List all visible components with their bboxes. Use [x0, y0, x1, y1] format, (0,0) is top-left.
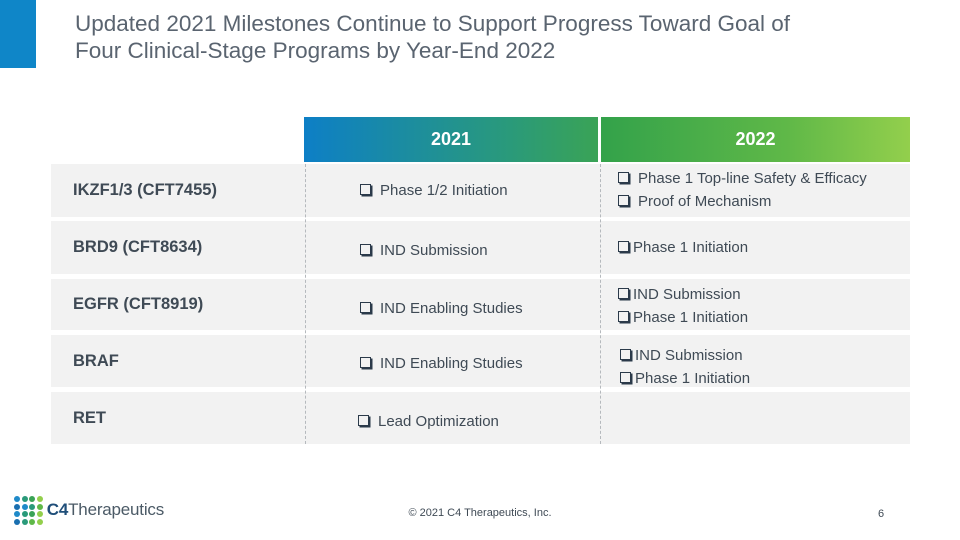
- checkbox-icon: [618, 195, 629, 206]
- milestone-label: IND Submission: [380, 242, 488, 259]
- milestone-label: IND Enabling Studies: [380, 300, 523, 317]
- logo-wordmark: C4Therapeutics: [46, 500, 164, 520]
- milestone-label: IND Submission: [635, 347, 743, 364]
- page-title: Updated 2021 Milestones Continue to Supp…: [75, 10, 935, 64]
- page-title-line-2: Four Clinical-Stage Programs by Year-End…: [75, 38, 556, 63]
- column-header-2021: 2021: [304, 117, 598, 162]
- checkbox-icon: [618, 241, 629, 252]
- milestone-2021: Lead Optimization: [358, 413, 499, 430]
- checkbox-icon: [358, 415, 369, 426]
- table-row: RET: [51, 392, 910, 444]
- milestone-2022: IND Submission: [620, 347, 743, 364]
- milestone-label: Phase 1 Initiation: [633, 309, 749, 326]
- milestone-2022: Phase 1 Top-line Safety & Efficacy: [618, 170, 867, 187]
- column-divider: [600, 164, 601, 444]
- milestone-label: IND Submission: [633, 286, 741, 303]
- checkbox-icon: [618, 172, 629, 183]
- column-divider: [305, 164, 306, 444]
- company-logo: C4Therapeutics: [14, 496, 164, 525]
- page-title-line-1: Updated 2021 Milestones Continue to Supp…: [75, 11, 791, 36]
- table-row: IKZF1/3 (CFT7455): [51, 164, 910, 217]
- milestone-label: Phase 1 Initiation: [633, 239, 749, 256]
- checkbox-icon: [618, 311, 629, 322]
- checkbox-icon: [360, 357, 371, 368]
- milestone-label: IND Enabling Studies: [380, 355, 523, 372]
- checkbox-icon: [360, 302, 371, 313]
- milestone-2021: IND Enabling Studies: [360, 300, 523, 317]
- milestone-label: Phase 1 Top-line Safety & Efficacy: [638, 170, 867, 187]
- milestone-2022: Phase 1 Initiation: [620, 370, 750, 387]
- table-row: BRAF: [51, 335, 910, 387]
- checkbox-icon: [360, 244, 371, 255]
- milestone-2022: Proof of Mechanism: [618, 193, 771, 210]
- milestone-label: Proof of Mechanism: [638, 193, 772, 210]
- program-name: RET: [73, 408, 106, 427]
- title-accent-bar: [0, 0, 36, 68]
- milestone-2022: Phase 1 Initiation: [618, 239, 748, 256]
- milestone-2021: IND Enabling Studies: [360, 355, 523, 372]
- checkbox-icon: [620, 372, 631, 383]
- page-number: 6: [878, 508, 885, 520]
- checkbox-icon: [620, 349, 631, 360]
- milestone-2021: Phase 1/2 Initiation: [360, 182, 508, 199]
- checkbox-icon: [618, 288, 629, 299]
- program-name: IKZF1/3 (CFT7455): [73, 181, 217, 199]
- table-row: EGFR (CFT8919): [51, 279, 910, 330]
- milestone-2021: IND Submission: [360, 242, 488, 259]
- program-name: BRD9 (CFT8634): [73, 238, 203, 256]
- program-name: EGFR (CFT8919): [73, 295, 204, 313]
- logo-dots-icon: [14, 496, 43, 525]
- column-header-2022: 2022: [601, 117, 910, 162]
- milestone-2022: IND Submission: [618, 286, 741, 303]
- footer-copyright: © 2021 C4 Therapeutics, Inc.: [408, 507, 552, 519]
- table-row: BRD9 (CFT8634): [51, 221, 910, 274]
- milestone-label: Lead Optimization: [378, 413, 499, 430]
- program-name: BRAF: [73, 351, 119, 370]
- checkbox-icon: [360, 184, 371, 195]
- milestone-2022: Phase 1 Initiation: [618, 309, 748, 326]
- milestone-label: Phase 1 Initiation: [635, 370, 751, 387]
- milestone-label: Phase 1/2 Initiation: [380, 182, 508, 199]
